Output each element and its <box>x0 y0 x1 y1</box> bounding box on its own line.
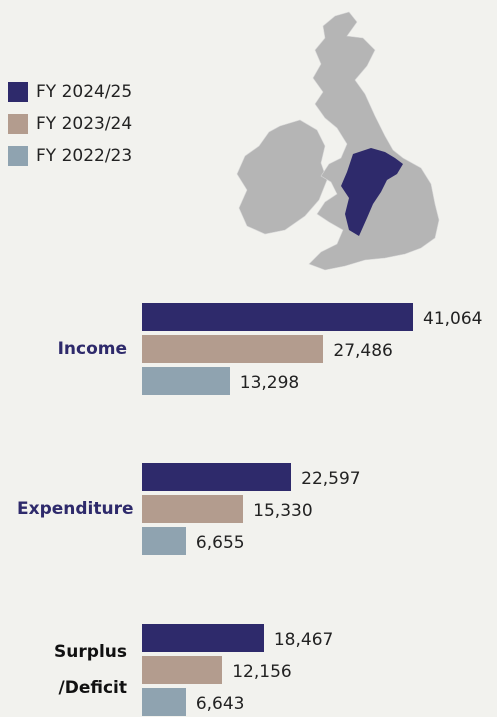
east-midlands <box>341 148 403 236</box>
legend-swatch <box>8 82 28 102</box>
bar <box>142 367 230 395</box>
value-label: 13,298 <box>239 373 300 393</box>
bar <box>142 335 324 363</box>
bar <box>142 688 186 716</box>
legend-label: FY 2023/24 <box>36 114 133 134</box>
map <box>236 11 440 271</box>
bar <box>142 495 244 523</box>
value-label: 41,064 <box>423 309 483 329</box>
value-label: 12,156 <box>232 662 292 682</box>
great-britain <box>308 11 440 271</box>
bar <box>142 527 186 555</box>
value-label: 27,486 <box>333 341 393 361</box>
category-label: Expenditure <box>17 499 134 519</box>
legend-swatch <box>8 114 28 134</box>
category-label: Income <box>57 339 127 359</box>
ireland <box>236 119 328 235</box>
value-label: 6,643 <box>195 694 245 714</box>
value-label: 18,467 <box>273 630 334 650</box>
value-label: 22,597 <box>301 469 361 489</box>
legend-label: FY 2022/23 <box>36 146 133 166</box>
bar <box>142 656 223 684</box>
bar <box>142 624 264 652</box>
value-label: 6,655 <box>195 533 245 553</box>
value-label: 15,330 <box>253 501 313 521</box>
legend-swatch <box>8 146 28 166</box>
category-label: Surplus /Deficit <box>54 642 127 698</box>
legend-label: FY 2024/25 <box>36 82 133 102</box>
bar <box>142 303 413 331</box>
bar <box>142 463 292 491</box>
